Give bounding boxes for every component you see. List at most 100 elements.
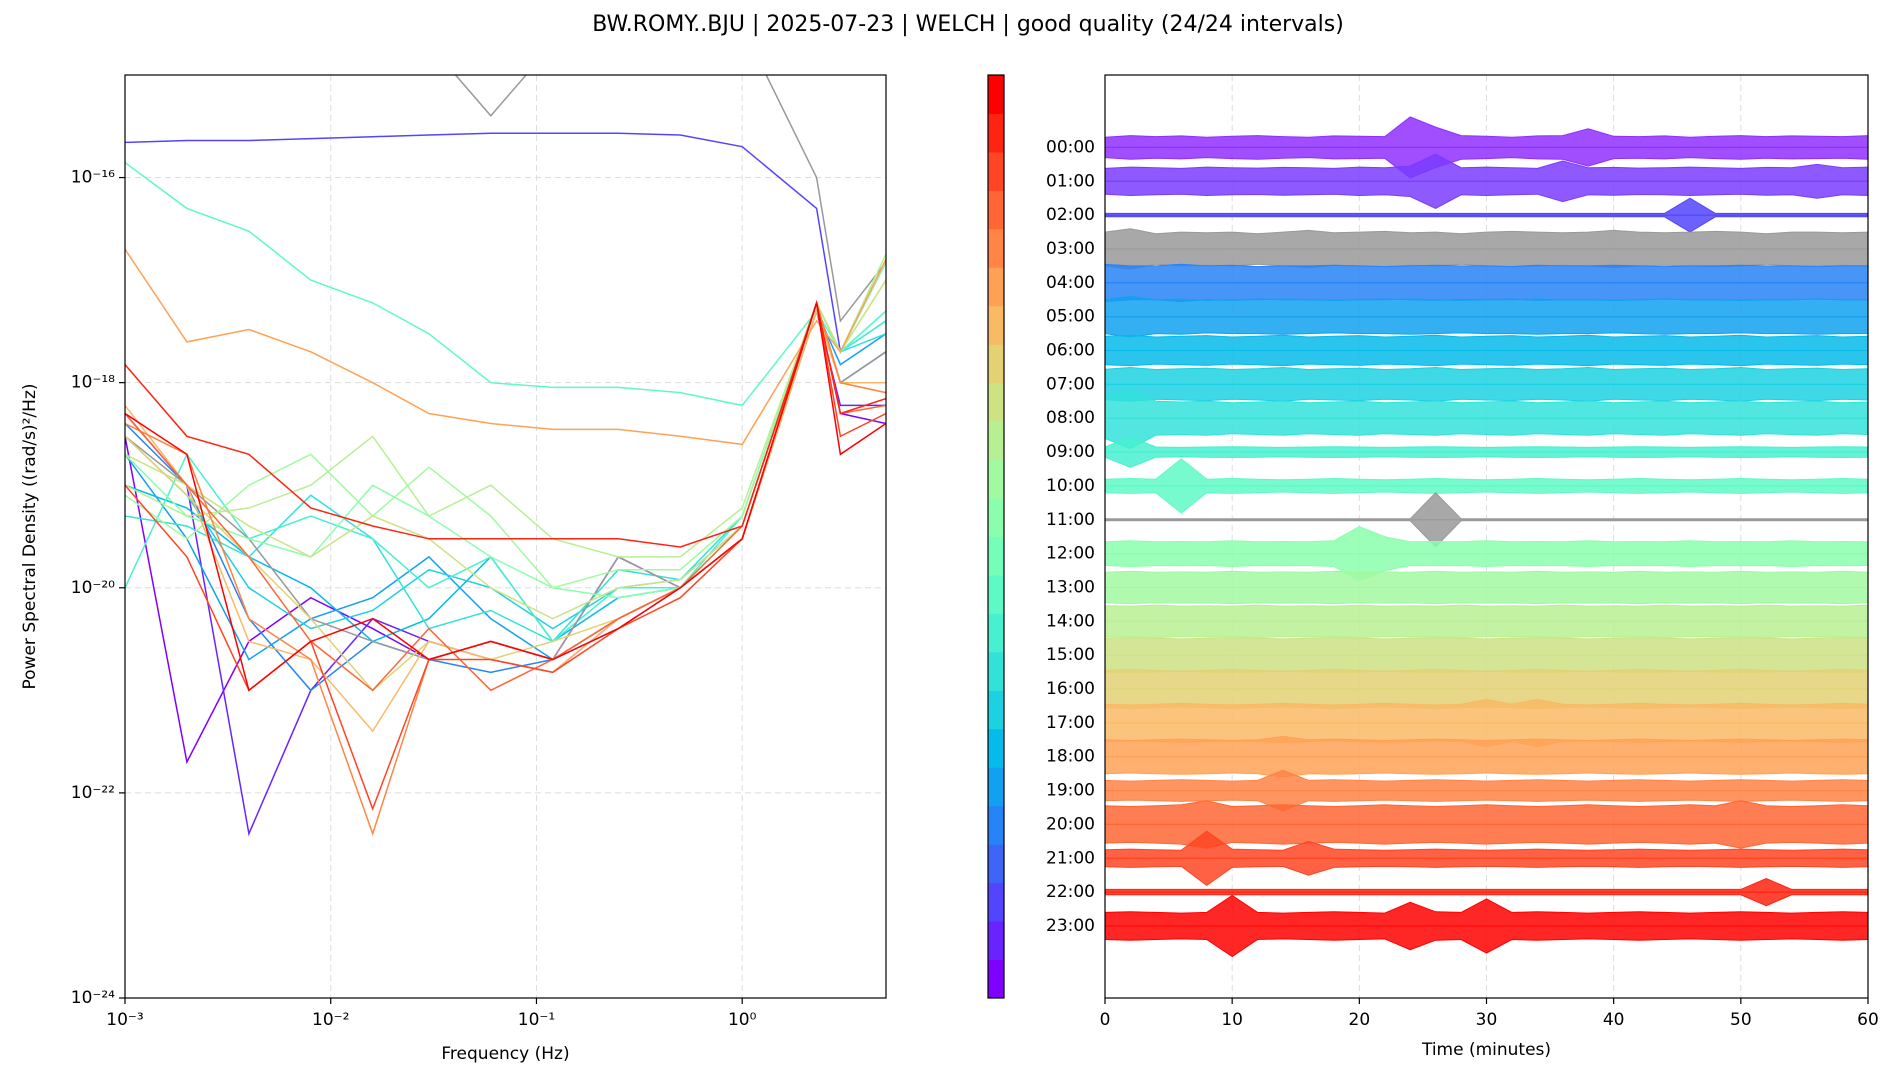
trace-envelope [1105,436,1868,453]
trace-envelope [1105,668,1868,690]
x-tick-label: 10⁻² [312,1010,349,1030]
y-tick-label: 12:00 [1046,544,1095,564]
x-tick-label: 20 [1349,1010,1371,1030]
y-tick-label: 13:00 [1046,577,1095,597]
trace-envelope [1105,417,1868,450]
colorbar-segment [988,382,1004,422]
trace-envelope [1105,366,1868,385]
trace-envelope [1105,698,1868,724]
x-tick-label: 0 [1100,1010,1111,1030]
psd-line [125,300,886,643]
psd-line [125,300,886,643]
colorbar-segment [988,882,1004,922]
trace-envelope [1105,769,1868,792]
y-tick-label: 05:00 [1046,307,1095,327]
psd-line [125,300,886,692]
colorbar-segment [988,613,1004,653]
trace-envelope [1105,451,1868,468]
x-tick-label: 60 [1857,1010,1879,1030]
psd-lines [125,75,886,837]
psd-line [125,300,886,630]
trace-envelope [1105,334,1868,351]
y-tick-label: 07:00 [1046,374,1095,394]
y-tick-label: 01:00 [1046,171,1095,191]
y-tick-label: 21:00 [1046,848,1095,868]
y-tick-label: 09:00 [1046,442,1095,462]
trace-envelope [1105,116,1868,148]
y-tick-label: 11:00 [1046,510,1095,530]
trace-envelope [1105,519,1868,548]
y-tick-label: 16:00 [1046,679,1095,699]
psd-line [125,300,886,692]
psd-axes: 10⁻³ 10⁻² 10⁻¹ 10⁰ 10⁻²⁴ 10⁻²² 10⁻²⁰ 10⁻¹⁸ 10⁻¹⁶… [20,74,887,1064]
traces [1105,116,1868,958]
trace-envelope [1105,526,1868,555]
psd-line [125,132,886,355]
colorbar-segment [988,690,1004,730]
trace-envelope [1105,153,1868,182]
y-tick-label: 08:00 [1046,408,1095,428]
trace-envelope [1105,387,1868,419]
trace-envelope [1105,146,1868,179]
trace-envelope [1105,620,1868,639]
psd-line [125,253,886,558]
y-tick-label: 15:00 [1046,645,1095,665]
colorbar-segment [988,536,1004,576]
y-tick-label: 10⁻²² [71,783,115,803]
x-axis-label: Frequency (Hz) [441,1044,569,1064]
colorbar-frame [987,74,1005,999]
trace-envelope [1105,830,1868,859]
y-tick-label: 19:00 [1046,781,1095,801]
psd-line [454,75,886,323]
axes-frame [124,74,887,999]
colorbar-segment [988,305,1004,345]
y-tick-label: 04:00 [1046,273,1095,293]
psd-line [125,300,886,643]
colorbar-segment [988,805,1004,845]
y-tick-label: 10⁻¹⁶ [71,168,115,188]
trace-envelope [1105,756,1868,778]
trace-envelope [1105,925,1868,958]
colorbar-segment [988,959,1004,999]
trace-envelope [1105,282,1868,303]
y-tick-label: 00:00 [1046,137,1095,157]
psd-line [125,302,886,811]
y-tick-label: 02:00 [1046,205,1095,225]
trace-envelope [1105,570,1868,588]
trace-envelope [1105,214,1868,233]
psd-line [125,300,886,661]
colorbar-segment [988,267,1004,307]
colorbar-segment [988,498,1004,537]
colorbar-segment [988,421,1004,461]
colorbar-segment [988,921,1004,961]
x-tick-label: 10⁻¹ [518,1010,555,1030]
trace-envelope [1105,491,1868,521]
colorbar-segment [988,574,1004,614]
x-tick-label: 10 [1221,1010,1243,1030]
x-tick-label: 50 [1730,1010,1752,1030]
trace-envelope [1105,383,1868,402]
trace-envelope [1105,485,1868,514]
waveform-axes: 0 10 20 30 40 50 60 00:00 01:00 02:00 03:00 04:00 05… [1046,74,1879,1060]
colorbar-segment [988,728,1004,768]
trace-envelope [1105,800,1868,825]
trace-envelope [1105,458,1868,487]
x-tick-label: 40 [1603,1010,1625,1030]
colorbar-segment [988,113,1004,153]
trace-envelope [1105,894,1868,927]
y-tick-label: 10⁻²⁰ [71,578,115,598]
colorbar-segment [988,344,1004,384]
trace-envelope [1105,197,1868,216]
psd-line [125,248,886,446]
figure-title: BW.ROMY..BJU | 2025-07-23 | WELCH | good… [592,12,1344,37]
y-tick-label: 18:00 [1046,747,1095,767]
x-axis-label: Time (minutes) [1421,1040,1551,1060]
y-tick-label: 10⁻²⁴ [71,988,115,1008]
y-tick-label: 17:00 [1046,713,1095,733]
psd-line [125,161,886,407]
x-tick-label: 30 [1476,1010,1498,1030]
psd-line [125,302,886,692]
y-tick-label: 10⁻¹⁸ [71,373,115,393]
